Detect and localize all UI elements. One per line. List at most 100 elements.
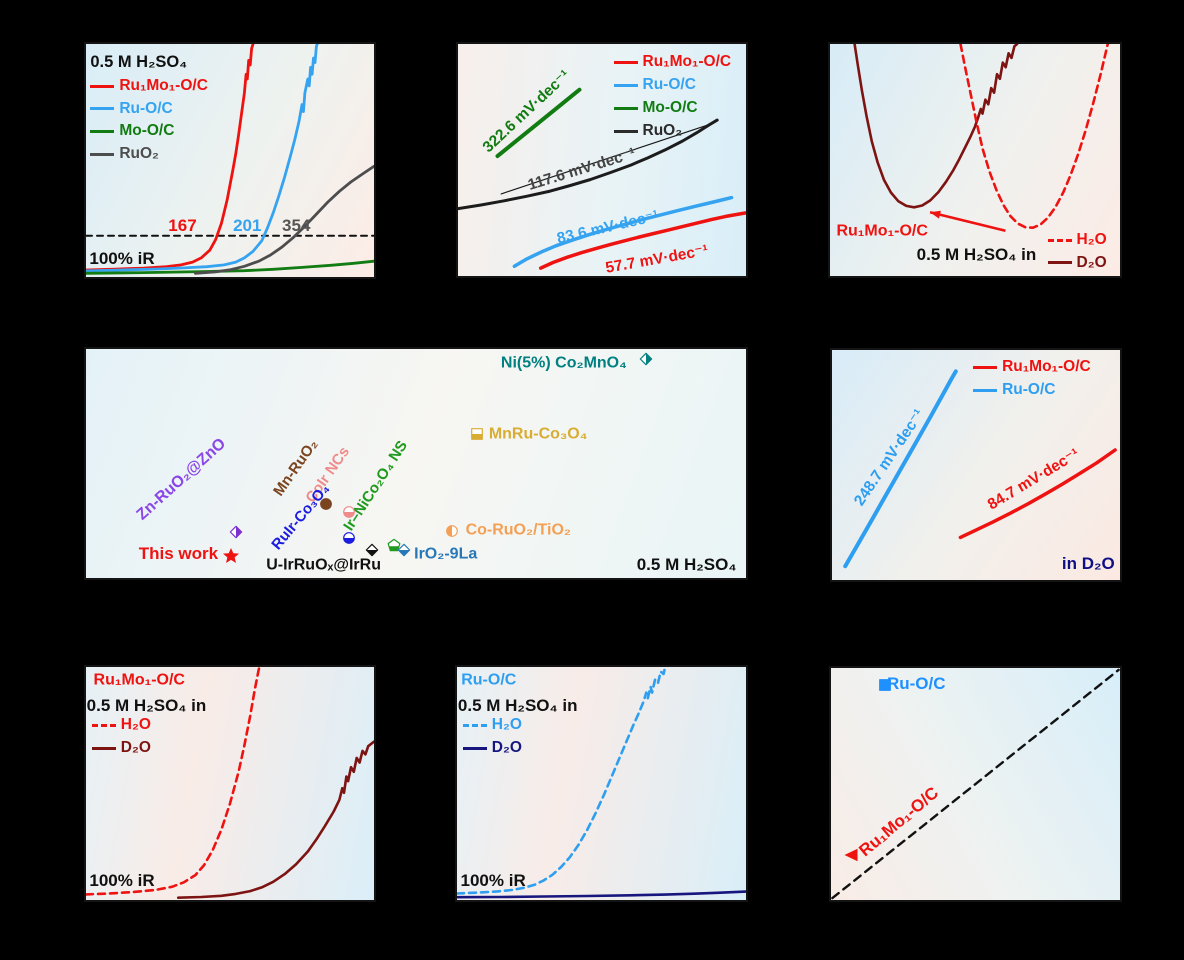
- legend-line-swatch: [973, 365, 998, 369]
- legend-label: Mo-O/C: [642, 98, 698, 116]
- legend: H₂O D₂O: [462, 715, 522, 759]
- legend-entry: Ru₁Mo₁-O/C: [90, 76, 208, 97]
- legend: H₂O D₂O: [91, 715, 151, 759]
- curve-Ru1Mo1-O/C-tafel: [538, 211, 746, 270]
- legend-line-swatch: [1047, 261, 1072, 265]
- legend: Ru₁Mo₁-O/C Ru-O/C: [973, 357, 1091, 401]
- curve-D2O-curve: [853, 44, 1019, 209]
- legend-dashed-line-swatch: [1047, 238, 1072, 242]
- label-u-irruox: U-IrRuOₓ@IrRu: [266, 556, 381, 574]
- panel-h-kie-parity: Ru-O/C Ru₁Mo₁-O/C: [829, 666, 1122, 902]
- mn-ruo2-marker: [319, 498, 332, 511]
- shift-arrow: [929, 210, 1006, 233]
- legend-dashed-line-swatch: [91, 723, 116, 727]
- plot-curves: [457, 667, 746, 899]
- legend-label: Ru₁Mo₁-O/C: [642, 53, 732, 71]
- curve-Ru1Mo1-O/C-D2O-tafel: [958, 448, 1117, 540]
- label-mnru-co3o4: MnRu-Co₃O₄: [488, 425, 588, 443]
- ir-correction-label: 100% iR: [89, 249, 155, 269]
- curve-RuO2-tafel: [458, 118, 719, 211]
- plot-curves: [853, 44, 1110, 233]
- legend-entry: H₂O: [1047, 230, 1107, 251]
- curve-Ru1Mo1-O/C: [86, 44, 255, 272]
- legend-label: Ru₁Mo₁-O/C: [1002, 357, 1091, 375]
- ir-correction-label: 100% iR: [460, 871, 526, 891]
- plot-curves: [843, 369, 1117, 569]
- electrolyte-label: 0.5 M H₂SO₄ in: [457, 696, 578, 716]
- legend-label: RuO₂: [119, 145, 159, 163]
- legend-line-swatch: [90, 130, 115, 134]
- legend-line-swatch: [613, 129, 638, 133]
- legend-line-swatch: [613, 106, 638, 110]
- legend-entry: D₂O: [1047, 253, 1107, 274]
- legend-label: D₂O: [120, 738, 151, 756]
- label-ru-oc: Ru-O/C: [886, 674, 946, 694]
- curve-RuO2-fit: [500, 123, 712, 195]
- legend-label: Ru₁Mo₁-O/C: [119, 76, 208, 94]
- ru1mo1-oc-point-marker: [843, 847, 858, 862]
- u-irruox-marker: [366, 543, 379, 556]
- panel-b-tafel-h2so4: 322.6 mV·dec⁻¹ 117.6 mV·dec⁻¹ 83.6 mV·dec⁻…: [456, 42, 748, 278]
- panel-c-kie-curves-ru1mo1: Ru₁Mo₁-O/C 0.5 M H₂SO₄ in H₂O D₂O: [828, 42, 1122, 278]
- iro2-9la-marker: [397, 543, 411, 556]
- legend-entry: RuO₂: [613, 121, 732, 142]
- ir-correction-label: 100% iR: [89, 871, 155, 891]
- legend-line-swatch: [613, 61, 638, 65]
- curve-H2O-curve: [959, 44, 1110, 229]
- panel-g-ru-h2o-d2o: Ru-O/C 0.5 M H₂SO₄ in 100% iR H₂O D₂O: [455, 665, 748, 902]
- panel-d-catalyst-comparison-scatter: Zn-RuO₂@ZnO This work Mn-RuO₂ CoIr NCs RuIr-…: [84, 347, 748, 580]
- legend-entry: Ru₁Mo₁-O/C: [973, 357, 1091, 378]
- legend: 0.5 M H₂SO₄ Ru₁Mo₁-O/C Ru-O/C Mo-O/C RuO₂: [90, 52, 208, 165]
- curve-Ru-O/C-tafel: [512, 195, 734, 269]
- ir-nico2o4-marker: [387, 539, 401, 552]
- catalyst-label: Ru-O/C: [461, 671, 517, 689]
- legend-entry: Ru-O/C: [613, 75, 732, 96]
- plot-curves: [831, 668, 1120, 900]
- label-co-ruo2-tio2: Co-RuO₂/TiO₂: [465, 521, 572, 539]
- legend: H₂O D₂O: [1047, 230, 1107, 274]
- catalyst-label: Ru₁Mo₁-O/C: [93, 671, 185, 689]
- overpotential-ru: 201: [233, 215, 262, 235]
- curve-Ru-O/C: [86, 44, 319, 273]
- electrolyte-label: 0.5 M H₂SO₄ in: [916, 245, 1037, 265]
- legend-dashed-line-swatch: [462, 723, 487, 727]
- legend-entry: Ru-O/C: [90, 99, 208, 120]
- legend-entry: Ru₁Mo₁-O/C: [613, 52, 732, 73]
- medium-label: in D₂O: [1061, 553, 1115, 573]
- legend-line-swatch: [973, 388, 998, 392]
- label-ni-co2mno4: Ni(5%) Co₂MnO₄: [500, 354, 627, 372]
- zn-ruo2-zno-marker: [229, 525, 243, 539]
- legend-entry: Mo-O/C: [90, 121, 208, 142]
- mnru-co3o4-marker: [471, 428, 484, 441]
- legend-line-swatch: [90, 153, 115, 157]
- catalyst-label: Ru₁Mo₁-O/C: [836, 222, 928, 240]
- overpotential-ruo2: 354: [282, 215, 311, 235]
- legend-label: H₂O: [120, 715, 151, 733]
- label-iro2-9la: IrO₂-9La: [414, 545, 478, 563]
- legend-entry: D₂O: [462, 738, 522, 759]
- legend-line-swatch: [91, 746, 116, 750]
- plot-curves: [458, 87, 746, 270]
- legend-label: H₂O: [491, 715, 522, 733]
- ni-co2mno4-marker: [640, 352, 653, 366]
- legend-label: D₂O: [1076, 253, 1107, 271]
- curve-Mo-O/C: [86, 259, 374, 275]
- legend-line-swatch: [462, 746, 487, 750]
- curve-D2O-curve: [457, 890, 746, 899]
- legend-label: H₂O: [1076, 230, 1107, 248]
- co-ruo2-tio2-marker: [445, 524, 458, 537]
- legend-entry: RuO₂: [90, 144, 208, 165]
- curve-parity-line: [831, 668, 1120, 900]
- legend-line-swatch: [90, 107, 115, 111]
- curve-RuO2: [194, 164, 374, 275]
- legend: Ru₁Mo₁-O/C Ru-O/C Mo-O/C RuO₂: [613, 52, 732, 142]
- this-work-star-marker: [223, 547, 240, 564]
- legend-label: RuO₂: [642, 121, 683, 139]
- plot-curves: [86, 667, 374, 899]
- legend-entry: H₂O: [91, 715, 151, 736]
- panel-e-tafel-d2o: 248.7 mV·dec⁻¹ 84.7 mV·dec⁻¹ in D₂O Ru₁Mo₁-…: [830, 348, 1122, 582]
- legend-label: Ru-O/C: [642, 76, 696, 94]
- legend-label: Mo-O/C: [119, 122, 175, 140]
- curve-H2O-curve: [86, 667, 261, 896]
